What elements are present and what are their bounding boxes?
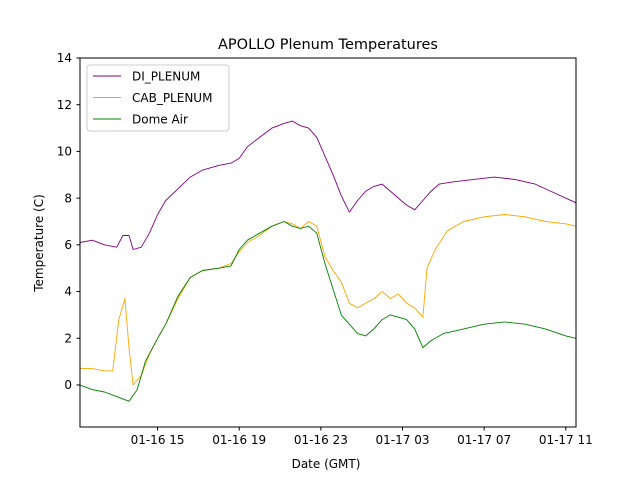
legend-label: DI_PLENUM: [132, 69, 200, 83]
chart-title: APOLLO Plenum Temperatures: [218, 37, 438, 53]
plot-frame: [79, 57, 577, 428]
y-tick-label: 6: [64, 238, 72, 252]
series-layer: [80, 120, 576, 402]
x-tick-label: 01-17 07: [457, 433, 511, 447]
legend-items: DI_PLENUM CAB_PLENUM Dome Air: [93, 69, 212, 126]
legend-label: Dome Air: [132, 112, 188, 126]
x-tick-label: 01-16 15: [131, 433, 185, 447]
y-tick-label: 8: [64, 191, 72, 205]
legend: DI_PLENUM CAB_PLENUM Dome Air: [86, 64, 230, 132]
series-line-di-plenum: [80, 120, 576, 250]
y-tick-label: 10: [57, 145, 72, 159]
legend-label: CAB_PLENUM: [132, 91, 212, 105]
x-axis: 01-16 15 01-16 19 01-16 23 01-17 03 01-17 07…: [131, 427, 593, 447]
x-axis-title: Date (GMT): [292, 457, 361, 471]
y-axis: 0 2 4 6 8 10 12 14: [57, 51, 80, 392]
y-tick-label: 12: [57, 98, 72, 112]
y-tick-label: 0: [64, 378, 72, 392]
y-tick-label: 2: [64, 331, 72, 345]
y-tick-label: 14: [57, 51, 72, 65]
series-line-dome-air: [80, 221, 576, 402]
x-tick-label: 01-16 19: [212, 433, 266, 447]
x-tick-label: 01-17 03: [376, 433, 430, 447]
x-tick-label: 01-17 11: [539, 433, 593, 447]
legend-box: [86, 64, 230, 132]
x-tick-label: 01-16 23: [294, 433, 348, 447]
y-tick-label: 4: [64, 285, 72, 299]
y-axis-title: Temperature (C): [32, 194, 46, 293]
